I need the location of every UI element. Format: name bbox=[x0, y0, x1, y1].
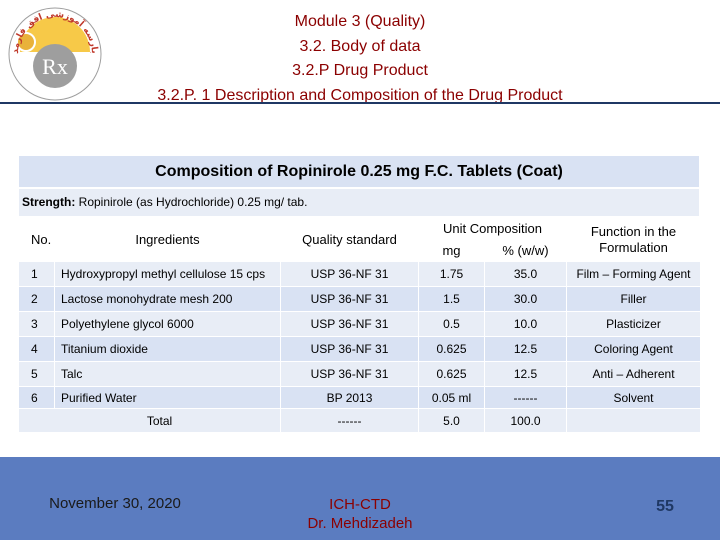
table-row: 2 Lactose monohydrate mesh 200 USP 36-NF… bbox=[18, 286, 701, 312]
row-mg: 0.625 bbox=[418, 361, 485, 387]
slide-header: Module 3 (Quality) 3.2. Body of data 3.2… bbox=[110, 10, 610, 108]
total-percent: 100.0 bbox=[484, 408, 567, 433]
header-subsection: 3.2.P Drug Product bbox=[292, 62, 428, 79]
row-standard: USP 36-NF 31 bbox=[280, 261, 419, 287]
table-row: 1 Hydroxypropyl methyl cellulose 15 cps … bbox=[18, 261, 701, 287]
row-no: 5 bbox=[18, 361, 55, 387]
total-standard: ------ bbox=[280, 408, 419, 433]
row-mg: 1.75 bbox=[418, 261, 485, 287]
header-ingredients: Ingredients bbox=[54, 217, 281, 262]
composition-table: Composition of Ropinirole 0.25 mg F.C. T… bbox=[18, 155, 701, 433]
row-function: Anti – Adherent bbox=[566, 361, 701, 387]
row-standard: BP 2013 bbox=[280, 386, 419, 409]
table-title: Composition of Ropinirole 0.25 mg F.C. T… bbox=[18, 155, 700, 188]
page-number: 55 bbox=[656, 498, 674, 515]
table-row: 3 Polyethylene glycol 6000 USP 36-NF 31 … bbox=[18, 311, 701, 337]
row-function: Plasticizer bbox=[566, 311, 701, 337]
strength-label: Strength: bbox=[22, 195, 76, 209]
row-standard: USP 36-NF 31 bbox=[280, 311, 419, 337]
strength-line: Strength: Ropinirole (as Hydrochloride) … bbox=[18, 188, 700, 217]
row-percent: 10.0 bbox=[484, 311, 567, 337]
row-mg: 0.5 bbox=[418, 311, 485, 337]
row-function: Solvent bbox=[566, 386, 701, 409]
header-quality-standard: Quality standard bbox=[280, 217, 419, 262]
row-ingredient: Lactose monohydrate mesh 200 bbox=[54, 286, 281, 312]
total-label: Total bbox=[18, 408, 281, 433]
row-standard: USP 36-NF 31 bbox=[280, 286, 419, 312]
row-ingredient: Hydroxypropyl methyl cellulose 15 cps bbox=[54, 261, 281, 287]
row-ingredient: Polyethylene glycol 6000 bbox=[54, 311, 281, 337]
header-percent: % (w/w) bbox=[484, 239, 567, 262]
total-mg: 5.0 bbox=[418, 408, 485, 433]
row-mg: 0.05 ml bbox=[418, 386, 485, 409]
row-percent: 12.5 bbox=[484, 361, 567, 387]
header-title: 3.2.P. 1 Description and Composition of … bbox=[157, 86, 563, 104]
row-no: 2 bbox=[18, 286, 55, 312]
row-function: Film – Forming Agent bbox=[566, 261, 701, 287]
slide-footer: November 30, 2020 ICH-CTD Dr. Mehdizadeh… bbox=[0, 457, 720, 540]
logo-mark: Rx bbox=[42, 54, 68, 79]
row-percent: ------ bbox=[484, 386, 567, 409]
header-function: Function in the Formulation bbox=[566, 217, 701, 262]
row-no: 1 bbox=[18, 261, 55, 287]
total-row: Total ------ 5.0 100.0 bbox=[18, 408, 701, 433]
table-row: 4 Titanium dioxide USP 36-NF 31 0.625 12… bbox=[18, 336, 701, 362]
header-module: Module 3 (Quality) bbox=[294, 13, 426, 30]
strength-value: Ropinirole (as Hydrochloride) 0.25 mg/ t… bbox=[75, 195, 308, 209]
row-no: 4 bbox=[18, 336, 55, 362]
row-ingredient: Talc bbox=[54, 361, 281, 387]
row-mg: 1.5 bbox=[418, 286, 485, 312]
table-row: 5 Talc USP 36-NF 31 0.625 12.5 Anti – Ad… bbox=[18, 361, 701, 387]
header-unit-composition: Unit Composition bbox=[418, 217, 567, 240]
row-mg: 0.625 bbox=[418, 336, 485, 362]
header-divider bbox=[0, 102, 720, 104]
row-function: Filler bbox=[566, 286, 701, 312]
footer-author: Dr. Mehdizadeh bbox=[307, 515, 413, 532]
footer-credit: ICH-CTD Dr. Mehdizadeh bbox=[280, 495, 440, 533]
footer-course: ICH-CTD bbox=[329, 496, 391, 513]
header-mg: mg bbox=[418, 239, 485, 262]
row-ingredient: Purified Water bbox=[54, 386, 281, 409]
footer-date: November 30, 2020 bbox=[49, 495, 181, 512]
row-percent: 35.0 bbox=[484, 261, 567, 287]
row-percent: 30.0 bbox=[484, 286, 567, 312]
row-ingredient: Titanium dioxide bbox=[54, 336, 281, 362]
row-standard: USP 36-NF 31 bbox=[280, 336, 419, 362]
row-no: 6 bbox=[18, 386, 55, 409]
total-function bbox=[566, 408, 701, 433]
header-no: No. bbox=[18, 217, 55, 262]
row-no: 3 bbox=[18, 311, 55, 337]
logo: Rx بارسه آموزشی افق فارمد bbox=[8, 7, 102, 101]
header-section: 3.2. Body of data bbox=[299, 37, 421, 55]
row-standard: USP 36-NF 31 bbox=[280, 361, 419, 387]
row-percent: 12.5 bbox=[484, 336, 567, 362]
ingredients-table: No. Ingredients Quality standard Unit Co… bbox=[18, 217, 701, 433]
row-function: Coloring Agent bbox=[566, 336, 701, 362]
table-row: 6 Purified Water BP 2013 0.05 ml ------ … bbox=[18, 386, 701, 409]
